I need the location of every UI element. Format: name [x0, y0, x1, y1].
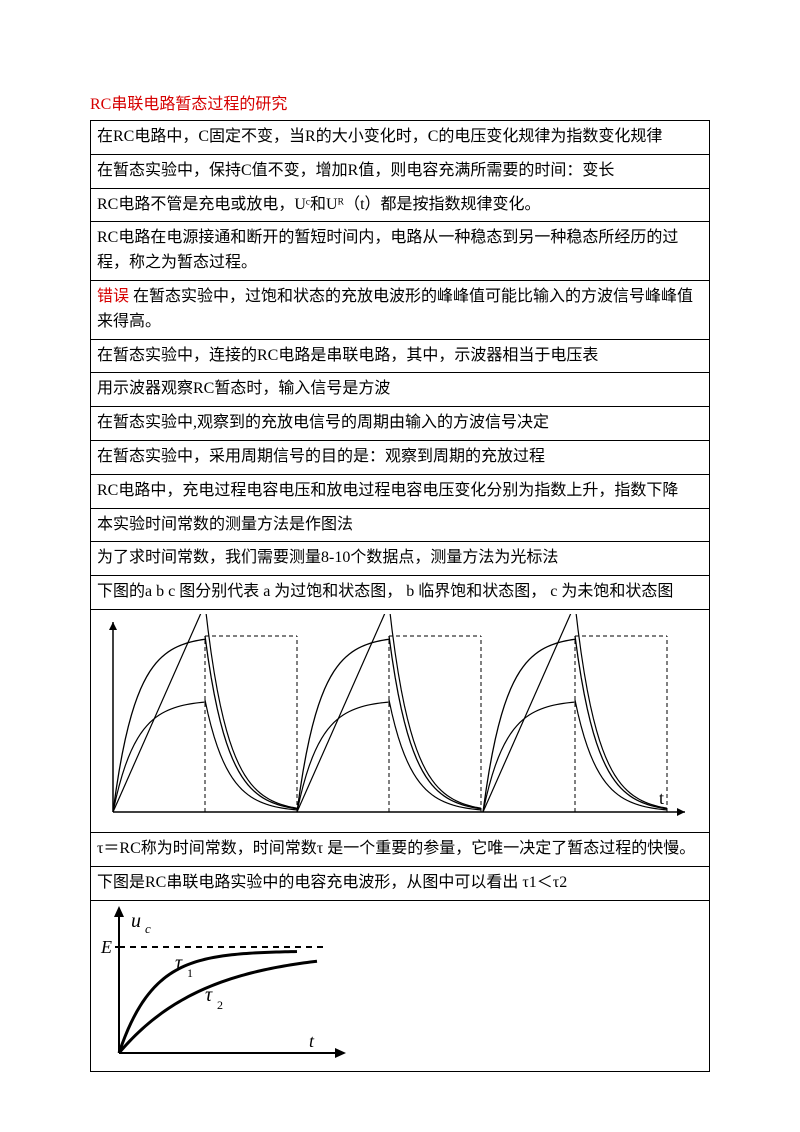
figure-1-cell: t — [91, 609, 710, 832]
svg-text:1: 1 — [187, 966, 193, 980]
error-label: 错误 — [97, 288, 133, 305]
svg-text:2: 2 — [217, 998, 223, 1012]
row-8: 在暂态实验中,观察到的充放电信号的周期由输入的方波信号决定 — [91, 407, 710, 441]
svg-text:τ: τ — [175, 952, 183, 974]
svg-text:u: u — [131, 910, 141, 932]
row-11: 本实验时间常数的测量方法是作图法 — [91, 508, 710, 542]
row-4: RC电路在电源接通和断开的暂短时间内，电路从一种稳态到另一种稳态所经历的过程，称… — [91, 222, 710, 281]
svg-text:E: E — [100, 937, 112, 957]
waveform-figure: t — [97, 614, 703, 828]
row-1: 在RC电路中，C固定不变，当R的大小变化时，C的电压变化规律为指数变化规律 — [91, 121, 710, 155]
row-6: 在暂态实验中，连接的RC电路是串联电路，其中，示波器相当于电压表 — [91, 339, 710, 373]
svg-text:c: c — [145, 921, 151, 936]
charging-curve-figure: ucEtτ1τ2 — [97, 905, 357, 1067]
row-5-text: 在暂态实验中，过饱和状态的充放电波形的峰峰值可能比输入的方波信号峰峰值来得高。 — [97, 288, 693, 330]
row-10: RC电路中，充电过程电容电压和放电过程电容电压变化分别为指数上升，指数下降 — [91, 474, 710, 508]
row-15: 下图是RC串联电路实验中的电容充电波形，从图中可以看出 τ1＜τ2 — [91, 866, 710, 900]
row-14: τ＝RC称为时间常数，时间常数τ 是一个重要的参量，它唯一决定了暂态过程的快慢。 — [91, 832, 710, 866]
svg-text:t: t — [659, 788, 664, 808]
row-13: 下图的a b c 图分别代表 a 为过饱和状态图， b 临界饱和状态图， c 为… — [91, 576, 710, 610]
content-table: 在RC电路中，C固定不变，当R的大小变化时，C的电压变化规律为指数变化规律 在暂… — [90, 120, 710, 1072]
page-title: RC串联电路暂态过程的研究 — [90, 90, 710, 114]
row-7: 用示波器观察RC暂态时，输入信号是方波 — [91, 373, 710, 407]
row-12: 为了求时间常数，我们需要测量8-10个数据点，测量方法为光标法 — [91, 542, 710, 576]
row-5: 错误 在暂态实验中，过饱和状态的充放电波形的峰峰值可能比输入的方波信号峰峰值来得… — [91, 280, 710, 339]
figure-2-cell: ucEtτ1τ2 — [91, 900, 710, 1071]
row-9: 在暂态实验中，采用周期信号的目的是：观察到周期的充放过程 — [91, 440, 710, 474]
svg-text:t: t — [309, 1031, 315, 1051]
row-2: 在暂态实验中，保持C值不变，增加R值，则电容充满所需要的时间：变长 — [91, 154, 710, 188]
row-3: RC电路不管是充电或放电，Uᶜ和Uᴿ（t）都是按指数规律变化。 — [91, 188, 710, 222]
svg-text:τ: τ — [205, 984, 213, 1006]
